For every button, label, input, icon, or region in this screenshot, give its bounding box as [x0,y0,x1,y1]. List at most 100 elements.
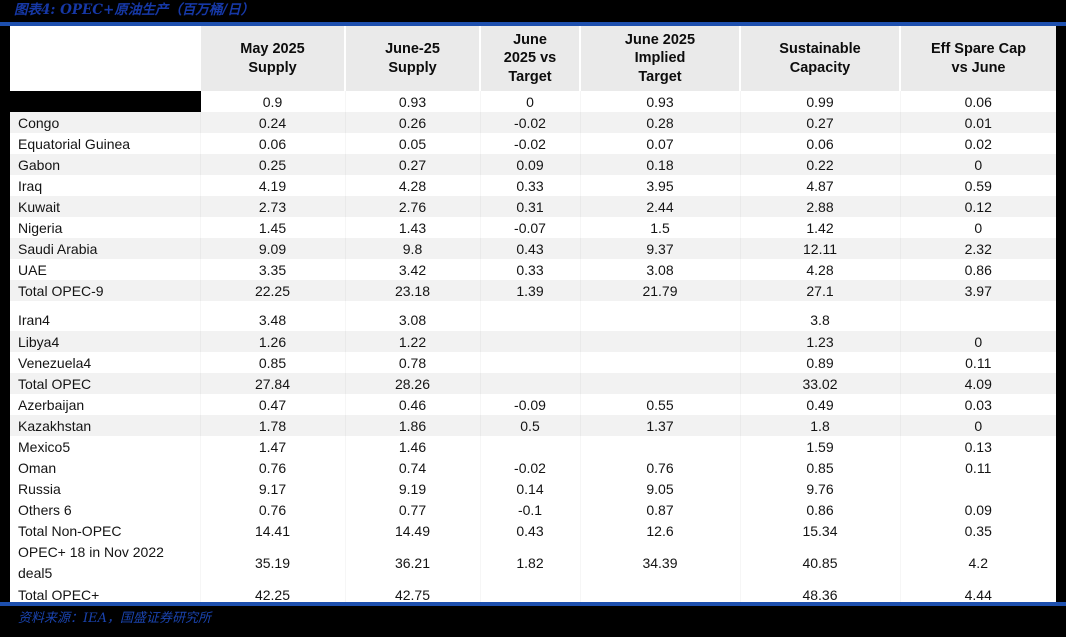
value-cell: 3.08 [345,301,480,331]
value-cell: 4.28 [345,175,480,196]
value-cell [580,436,740,457]
row-label: Equatorial Guinea [18,135,131,152]
value-cell: 9.09 [200,238,345,259]
value-cell: 36.21 [345,541,480,584]
value-cell: 0 [900,415,1056,436]
row-label: Total OPEC [18,375,92,392]
value-cell: 1.22 [345,331,480,352]
table-row: Total OPEC+ 42.25 42.75 48.36 4.44 [10,584,1056,605]
row-label: Iraq [18,177,43,194]
value-cell [480,331,580,352]
row-label: OPEC+ 18 in Nov 2022 deal5 [18,544,164,581]
value-cell: 3.8 [740,301,900,331]
value-cell: 48.36 [740,584,900,605]
value-cell: 0.03 [900,394,1056,415]
table-header: May 2025 Supply June-25 Supply June 2025 v… [10,26,1056,91]
value-cell: 0.01 [900,112,1056,133]
top-rule [0,22,1066,26]
value-cell: 14.49 [345,520,480,541]
table-row: Mexico5 1.47 1.46 1.59 0.13 [10,436,1056,457]
value-cell: 9.05 [580,478,740,499]
source-note: 资料来源：IEA，国盛证券研究所 [0,606,1066,637]
row-label: Gabon [18,156,61,173]
opec-supply-table: May 2025 Supply June-25 Supply June 2025 v… [10,26,1056,605]
table-row: Others 6 0.76 0.77 -0.1 0.87 0.86 0.09 [10,499,1056,520]
value-cell: 4.28 [740,259,900,280]
value-cell: 0.76 [200,499,345,520]
value-cell: 0.07 [580,133,740,154]
value-cell: 0.89 [740,352,900,373]
value-cell: 0.47 [200,394,345,415]
column-header: June 2025 vs Target [479,26,580,91]
value-cell: 0 [480,91,580,112]
value-cell: 0 [900,331,1056,352]
exhibit-title: 图表4: OPEC+原油生产（百万桶/日） [0,0,1066,22]
value-cell: -0.09 [480,394,580,415]
value-cell: 0.13 [900,436,1056,457]
value-cell: -0.07 [480,217,580,238]
value-cell: 0.27 [345,154,480,175]
table-row: 0.9 0.93 0 0.93 0.99 0.06 [10,91,1056,112]
value-cell: 4.2 [900,541,1056,584]
value-cell: 3.95 [580,175,740,196]
value-cell: 0.28 [580,112,740,133]
value-cell: 0.24 [200,112,345,133]
row-label: Others 6 [18,501,72,518]
value-cell: 0.05 [345,133,480,154]
table-body: 0.9 0.93 0 0.93 0.99 0.06 Congo 0.24 0.26 -0.02 0.… [10,91,1056,605]
value-cell: 9.17 [200,478,345,499]
value-cell: 33.02 [740,373,900,394]
value-cell: 4.87 [740,175,900,196]
value-cell: 3.48 [200,301,345,331]
row-label: Kazakhstan [18,417,92,434]
value-cell: 0.06 [740,133,900,154]
value-cell: 3.42 [345,259,480,280]
table-row: Total OPEC 27.84 28.26 33.02 4.09 [10,373,1056,394]
value-cell: 0.09 [480,154,580,175]
table-row: Iraq 4.19 4.28 0.33 3.95 4.87 0.59 [10,175,1056,196]
value-cell: 2.88 [740,196,900,217]
value-cell: 0.55 [580,394,740,415]
value-cell: 0.26 [345,112,480,133]
table-row: Total OPEC-9 22.25 23.18 1.39 21.79 27.1 3.97 [10,280,1056,301]
row-label: Kuwait [18,198,61,215]
table-row: Kuwait 2.73 2.76 0.31 2.44 2.88 0.12 [10,196,1056,217]
value-cell: 0.76 [580,457,740,478]
value-cell: 15.34 [740,520,900,541]
value-cell: 35.19 [200,541,345,584]
value-cell: 0.74 [345,457,480,478]
row-label: Russia [18,480,61,497]
value-cell: 0.27 [740,112,900,133]
table-row: Venezuela4 0.85 0.78 0.89 0.11 [10,352,1056,373]
value-cell: 2.76 [345,196,480,217]
value-cell: -0.02 [480,133,580,154]
value-cell: 12.11 [740,238,900,259]
corner-header-cell [10,26,200,91]
value-cell: 0 [900,217,1056,238]
value-cell: 9.76 [740,478,900,499]
value-cell [900,478,1056,499]
value-cell: 28.26 [345,373,480,394]
row-label: Venezuela4 [18,354,92,371]
value-cell: -0.02 [480,457,580,478]
row-label: Iran4 [18,312,50,328]
value-cell: 0.33 [480,259,580,280]
value-cell: 1.5 [580,217,740,238]
value-cell: 4.09 [900,373,1056,394]
row-label: Saudi Arabia [18,240,98,257]
value-cell [480,301,580,331]
value-cell: 0.12 [900,196,1056,217]
value-cell: 0.46 [345,394,480,415]
value-cell [900,301,1056,331]
row-label: Total OPEC-9 [18,282,104,299]
value-cell: 0.11 [900,352,1056,373]
value-cell: 1.47 [200,436,345,457]
table-row: Gabon 0.25 0.27 0.09 0.18 0.22 0 [10,154,1056,175]
value-cell: 23.18 [345,280,480,301]
value-cell: 2.44 [580,196,740,217]
value-cell: 4.19 [200,175,345,196]
table-row: Total Non-OPEC 14.41 14.49 0.43 12.6 15.34 0.3… [10,520,1056,541]
value-cell: 0.93 [345,91,480,112]
value-cell [480,436,580,457]
value-cell: 0.31 [480,196,580,217]
